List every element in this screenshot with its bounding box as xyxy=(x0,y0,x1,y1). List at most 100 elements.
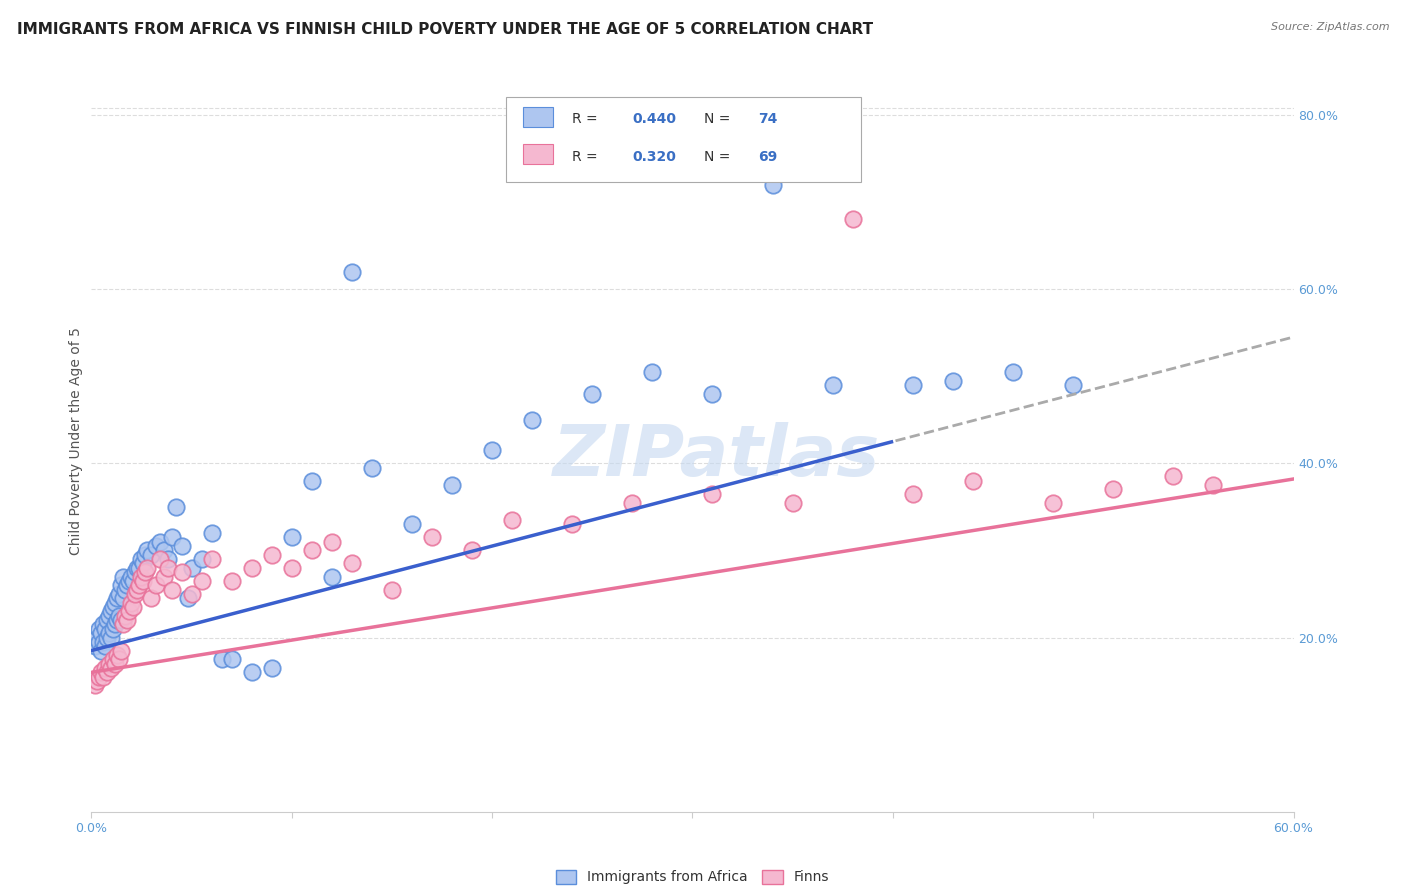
Point xyxy=(702,487,724,501)
Point xyxy=(1062,378,1084,392)
Point xyxy=(641,365,664,379)
Point xyxy=(561,517,583,532)
Point xyxy=(121,596,143,610)
Point xyxy=(221,574,243,588)
Point xyxy=(96,665,118,680)
Point xyxy=(127,561,149,575)
Point xyxy=(340,557,363,571)
Point xyxy=(96,631,118,645)
Point xyxy=(281,561,304,575)
Point xyxy=(89,635,111,649)
Point xyxy=(160,530,183,544)
Point xyxy=(702,386,724,401)
FancyBboxPatch shape xyxy=(523,144,553,164)
Point xyxy=(98,608,121,623)
Point xyxy=(301,543,323,558)
Point xyxy=(128,578,150,592)
Point xyxy=(108,587,131,601)
Point xyxy=(110,643,132,657)
Point xyxy=(621,495,644,509)
Point xyxy=(117,613,139,627)
Point xyxy=(176,591,198,606)
Text: R =: R = xyxy=(572,150,602,163)
Point xyxy=(108,608,131,623)
Point xyxy=(281,530,304,544)
Point xyxy=(84,639,107,653)
Point xyxy=(107,591,129,606)
Text: 74: 74 xyxy=(759,112,778,127)
Point xyxy=(94,622,117,636)
Point xyxy=(170,539,193,553)
Point xyxy=(160,582,183,597)
Point xyxy=(141,548,163,562)
Point xyxy=(118,574,141,588)
Point xyxy=(148,534,170,549)
Point xyxy=(93,617,115,632)
Point xyxy=(100,631,122,645)
Point xyxy=(128,561,150,575)
Point xyxy=(420,530,443,544)
Point xyxy=(93,670,115,684)
Text: 0.320: 0.320 xyxy=(633,150,676,163)
Text: ZIPatlas: ZIPatlas xyxy=(553,422,880,491)
Point xyxy=(89,670,111,684)
Point xyxy=(190,574,212,588)
Point xyxy=(127,582,149,597)
Point xyxy=(132,574,155,588)
Point xyxy=(103,600,125,615)
Point xyxy=(1102,483,1125,497)
Point xyxy=(762,178,785,192)
Point xyxy=(841,212,863,227)
Point xyxy=(321,569,343,583)
Point xyxy=(152,543,174,558)
Point xyxy=(522,413,544,427)
Point xyxy=(131,552,153,566)
Point xyxy=(89,622,111,636)
Point xyxy=(114,608,136,623)
Point xyxy=(1042,495,1064,509)
Point xyxy=(103,652,125,666)
Point xyxy=(107,613,129,627)
Point xyxy=(96,613,118,627)
Point xyxy=(136,543,159,558)
Point xyxy=(782,495,804,509)
Point xyxy=(132,557,155,571)
Point xyxy=(156,561,179,575)
Point xyxy=(165,500,187,514)
Y-axis label: Child Poverty Under the Age of 5: Child Poverty Under the Age of 5 xyxy=(69,327,83,556)
Point xyxy=(112,569,135,583)
Text: N =: N = xyxy=(704,150,735,163)
Point xyxy=(180,561,202,575)
Point xyxy=(1163,469,1185,483)
Text: Source: ZipAtlas.com: Source: ZipAtlas.com xyxy=(1271,22,1389,32)
Point xyxy=(240,665,263,680)
Point xyxy=(152,569,174,583)
Point xyxy=(180,587,202,601)
Point xyxy=(93,635,115,649)
Point xyxy=(145,539,167,553)
Point xyxy=(190,552,212,566)
Point xyxy=(1202,478,1225,492)
Point xyxy=(100,661,122,675)
Point xyxy=(145,578,167,592)
Point xyxy=(481,443,503,458)
Point xyxy=(90,626,112,640)
Point xyxy=(381,582,404,597)
Point xyxy=(134,565,156,579)
Point xyxy=(501,513,523,527)
Point xyxy=(90,665,112,680)
Point xyxy=(98,626,121,640)
Point xyxy=(321,534,343,549)
Point xyxy=(112,591,135,606)
Point xyxy=(901,487,924,501)
Point xyxy=(112,617,135,632)
Text: 0.440: 0.440 xyxy=(633,112,676,127)
Point xyxy=(117,578,139,592)
Point xyxy=(100,604,122,618)
Point xyxy=(1001,365,1024,379)
Point xyxy=(340,265,363,279)
Point xyxy=(107,648,129,662)
Point xyxy=(108,652,131,666)
Point xyxy=(962,474,984,488)
Point xyxy=(122,600,145,615)
